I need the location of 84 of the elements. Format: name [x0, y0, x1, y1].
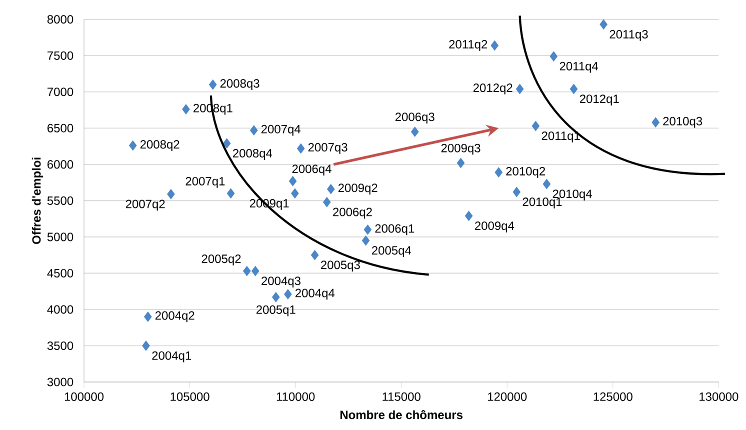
annotation: 2007q4 [261, 124, 300, 136]
y-tick-label: 4500 [47, 268, 74, 278]
point [296, 143, 305, 154]
annotation: 2012q1 [580, 94, 619, 106]
y-axis-title: Offres d'emploi [32, 158, 44, 244]
point [288, 176, 297, 186]
point [456, 158, 465, 168]
point [129, 140, 137, 151]
y-tick-label: 7500 [48, 51, 74, 60]
annotation: 2009q3 [441, 144, 480, 155]
x-tick-label: 110000 [276, 392, 315, 401]
point [208, 80, 217, 90]
x-tick-label: 105000 [170, 392, 210, 401]
annotation: 2010q2 [506, 166, 546, 178]
x-axis-title: Nombre de chômeurs [340, 410, 463, 420]
annotation: 2007q1 [186, 176, 225, 188]
point [516, 84, 524, 94]
annotation: 2004q1 [152, 351, 192, 362]
point [464, 210, 473, 221]
annotation: 2006q2 [333, 208, 372, 219]
annotation: 2004q2 [155, 311, 194, 322]
point [291, 188, 299, 198]
y-tick-label: 5000 [47, 232, 74, 242]
annotation: 2005q1 [256, 305, 296, 316]
point [550, 51, 558, 62]
point [411, 126, 419, 137]
x-tick-label: 100000 [64, 392, 104, 401]
annotation: 2010q3 [663, 116, 702, 128]
y-tick-label: 8000 [47, 15, 74, 24]
annotation: 2005q3 [321, 260, 360, 272]
point [251, 266, 260, 276]
point [310, 250, 319, 260]
annotation: 2009q2 [338, 184, 378, 194]
annotation: 2012q2 [473, 84, 512, 94]
annotation: 2007q2 [126, 200, 165, 211]
point [226, 188, 235, 198]
y-tick-label: 3000 [47, 378, 74, 386]
point [284, 289, 292, 300]
annotation: 2011q2 [449, 40, 488, 51]
point [490, 40, 498, 51]
x-tick-label: 115000 [382, 392, 420, 401]
point [364, 224, 372, 235]
annotation: 2011q1 [542, 132, 580, 142]
y-tick-label: 6500 [48, 124, 74, 132]
point [167, 189, 175, 200]
annotation: 2009q4 [475, 221, 514, 232]
point [652, 117, 660, 128]
annotation: 2011q3 [610, 30, 648, 41]
annotation: 2005q2 [202, 254, 241, 266]
point [272, 292, 280, 302]
point [512, 186, 521, 198]
y-tick-label: 5500 [47, 196, 74, 205]
x-tick-label: 120000 [488, 392, 527, 401]
y-tick-label: 4000 [47, 305, 74, 314]
annotation: 2011q4 [560, 62, 598, 73]
y-tick-label: 3500 [47, 341, 74, 350]
x-tick-label: 125000 [594, 392, 632, 401]
point [570, 84, 578, 94]
annotation: 2008q4 [233, 148, 272, 160]
annotation: 2004q3 [262, 276, 300, 288]
point [532, 120, 540, 132]
annotation: 2006q1 [375, 224, 414, 236]
point [494, 167, 503, 178]
point [142, 340, 150, 351]
point [542, 178, 551, 190]
point [222, 138, 231, 148]
x-tick-label: 130000 [700, 392, 738, 401]
point [362, 235, 370, 246]
point [250, 125, 258, 136]
point [243, 266, 251, 276]
point [144, 312, 152, 322]
annotation: 2004q4 [295, 288, 335, 300]
annotation: 2005q4 [372, 246, 412, 258]
point [182, 104, 190, 114]
annotation: 2008q2 [140, 140, 180, 151]
annotation: 2006q3 [395, 112, 434, 124]
annotation: 2006q4 [292, 164, 332, 176]
annotation: 2008q3 [220, 79, 260, 90]
y-tick-label: 6000 [48, 160, 74, 169]
point [600, 19, 608, 30]
point [322, 197, 331, 208]
point [327, 184, 335, 194]
y-tick-label: 7000 [48, 88, 74, 96]
annotation: 2007q3 [308, 143, 348, 154]
